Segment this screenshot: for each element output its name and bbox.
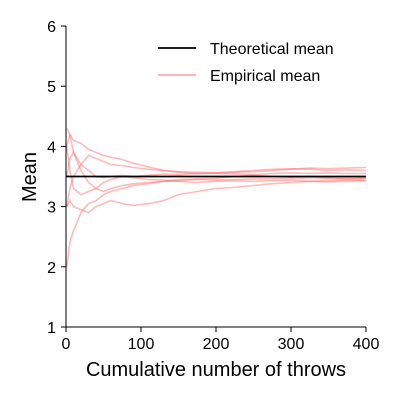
plot-lines <box>66 127 367 267</box>
y-axis-title: Mean <box>19 152 41 202</box>
x-tick-label: 400 <box>353 336 380 353</box>
empirical-mean-line-4 <box>66 127 366 179</box>
x-axis-title: Cumulative number of throws <box>86 359 346 381</box>
legend-empirical-label: Empirical mean <box>210 68 320 85</box>
x-tick-label: 200 <box>203 336 230 353</box>
y-tick-label: 1 <box>47 320 56 337</box>
legend-theoretical-label: Theoretical mean <box>210 41 334 58</box>
y-tick-label: 4 <box>47 139 56 156</box>
x-tick-label: 100 <box>128 336 155 353</box>
y-tick-label: 3 <box>47 200 56 217</box>
x-ticks: 0 100 200 300 400 <box>62 327 380 353</box>
y-tick-label: 6 <box>47 19 56 36</box>
x-tick-label: 0 <box>62 336 71 353</box>
empirical-mean-line-6 <box>66 154 367 207</box>
empirical-mean-line-5 <box>66 150 367 193</box>
y-tick-label: 2 <box>47 260 56 277</box>
empirical-mean-line-3 <box>66 179 367 214</box>
empirical-mean-line-7 <box>66 146 366 196</box>
empirical-mean-line-1 <box>66 132 367 175</box>
y-ticks: 1 2 3 4 5 6 <box>47 19 66 337</box>
y-tick-label: 5 <box>47 79 56 96</box>
x-tick-label: 300 <box>278 336 305 353</box>
legend: Theoretical mean Empirical mean <box>158 41 334 85</box>
